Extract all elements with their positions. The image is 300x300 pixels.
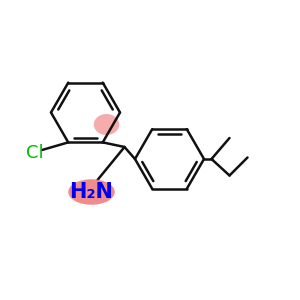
Text: H₂N: H₂N: [70, 182, 113, 202]
Text: Cl: Cl: [26, 144, 43, 162]
Ellipse shape: [94, 114, 119, 135]
Ellipse shape: [68, 179, 115, 205]
